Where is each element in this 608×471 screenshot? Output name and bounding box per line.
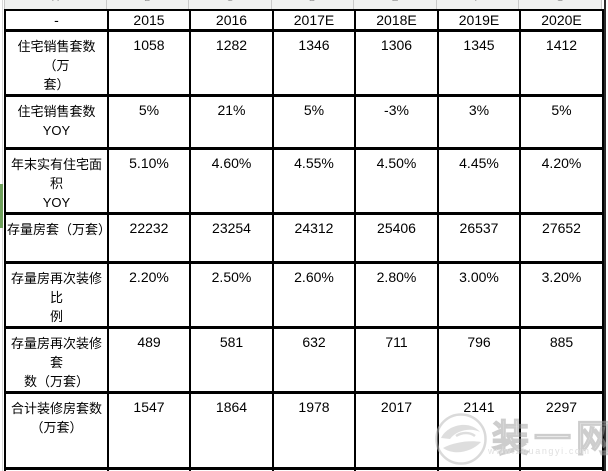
table-row: 存量房再次装修套 数（万套） 489 581 632 711 796 885: [4, 325, 604, 394]
value-cell[interactable]: 5%: [272, 93, 356, 150]
value-cell[interactable]: 4.45%: [437, 146, 521, 215]
value-cell[interactable]: 1346: [272, 28, 356, 97]
table-row: 存量房再次装修占 比 31.60% 31.20% 31.90% 35.30% 3…: [4, 466, 604, 471]
column-letter: F: [437, 0, 519, 9]
table-row: 住宅销售套数 YOY 5% 21% 5% -3% 3% 5%: [4, 93, 604, 150]
value-cell[interactable]: 37.20%: [437, 466, 521, 471]
table-row: 存量房再次装修比 例 2.20% 2.50% 2.60% 2.80% 3.00%…: [4, 260, 604, 329]
column-letter-label: A: [5, 0, 106, 6]
value-cell[interactable]: 2141: [437, 390, 521, 470]
table-row: 住宅销售套数（万 套） 1058 1282 1346 1306 1345 141…: [4, 28, 604, 97]
table-row: 合计装修房套数 （万套） 1547 1864 1978 2017 2141 22…: [4, 390, 604, 470]
value-cell[interactable]: 885: [519, 325, 604, 394]
row-label-cell[interactable]: 存量房再次装修占 比: [4, 466, 109, 471]
value-cell[interactable]: 25406: [354, 211, 439, 264]
value-cell[interactable]: 1864: [189, 390, 274, 470]
value-cell[interactable]: 3.00%: [437, 260, 521, 329]
column-letter: E: [354, 0, 437, 9]
value-cell[interactable]: 31.90%: [272, 466, 356, 471]
value-cell[interactable]: 31.60%: [107, 466, 191, 471]
value-cell[interactable]: 1306: [354, 28, 439, 97]
column-letter-label: C: [189, 0, 271, 6]
value-cell[interactable]: 4.50%: [354, 146, 439, 215]
value-cell[interactable]: 4.60%: [189, 146, 274, 215]
value-cell[interactable]: 632: [272, 325, 356, 394]
value-cell[interactable]: 1345: [437, 28, 521, 97]
header-cell-year[interactable]: 2019E: [437, 9, 521, 32]
column-letter-label: D: [272, 0, 353, 6]
column-letter: D: [272, 0, 354, 9]
value-cell[interactable]: 489: [107, 325, 191, 394]
value-cell[interactable]: 31.20%: [189, 466, 274, 471]
value-cell[interactable]: 2017: [354, 390, 439, 470]
row-label-cell[interactable]: 年末实有住宅面积 YOY: [4, 146, 109, 215]
value-cell[interactable]: -3%: [354, 93, 439, 150]
row-label-cell[interactable]: 合计装修房套数 （万套）: [4, 390, 109, 470]
column-letter: B: [107, 0, 189, 9]
value-cell[interactable]: 4.55%: [272, 146, 356, 215]
value-cell[interactable]: 24312: [272, 211, 356, 264]
value-cell[interactable]: 27652: [519, 211, 604, 264]
value-cell[interactable]: 2.50%: [189, 260, 274, 329]
header-cell-year[interactable]: 2018E: [354, 9, 439, 32]
column-letter: G: [519, 0, 602, 9]
row-label-cell[interactable]: 存量房再次装修套 数（万套）: [4, 325, 109, 394]
row-label-cell[interactable]: 住宅销售套数（万 套）: [4, 28, 109, 97]
value-cell[interactable]: 2.20%: [107, 260, 191, 329]
value-cell[interactable]: 2297: [519, 390, 604, 470]
column-letter: C: [189, 0, 272, 9]
value-cell[interactable]: 2.60%: [272, 260, 356, 329]
value-cell[interactable]: 22232: [107, 211, 191, 264]
value-cell[interactable]: 2.80%: [354, 260, 439, 329]
value-cell[interactable]: 5%: [107, 93, 191, 150]
data-table: - 2015 2016 2017E 2018E 2019E 2020E 住宅销售…: [4, 9, 604, 471]
value-cell[interactable]: 1978: [272, 390, 356, 470]
header-cell-year[interactable]: 2016: [189, 9, 274, 32]
value-cell[interactable]: 3.20%: [519, 260, 604, 329]
header-cell-year[interactable]: 2017E: [272, 9, 356, 32]
column-letter-label: F: [437, 0, 518, 6]
value-cell[interactable]: 1547: [107, 390, 191, 470]
value-cell[interactable]: 23254: [189, 211, 274, 264]
column-letter-label: E: [354, 0, 436, 6]
header-cell-year[interactable]: 2015: [107, 9, 191, 32]
value-cell[interactable]: 796: [437, 325, 521, 394]
value-cell[interactable]: 38.50%: [519, 466, 604, 471]
column-letter-label: G: [519, 0, 601, 6]
value-cell[interactable]: 21%: [189, 93, 274, 150]
column-letter-label: B: [107, 0, 188, 6]
value-cell[interactable]: 1282: [189, 28, 274, 97]
value-cell[interactable]: 26537: [437, 211, 521, 264]
table-row: 存量房套（万套） 22232 23254 24312 25406 26537 2…: [4, 211, 604, 264]
value-cell[interactable]: 711: [354, 325, 439, 394]
row-label-cell[interactable]: 住宅销售套数 YOY: [4, 93, 109, 150]
header-cell-dash[interactable]: -: [4, 9, 109, 32]
header-cell-year[interactable]: 2020E: [519, 9, 604, 32]
row-label-cell[interactable]: 存量房套（万套）: [4, 211, 109, 264]
column-letter-strip: A B C D E F G: [4, 0, 602, 9]
value-cell[interactable]: 35.30%: [354, 466, 439, 471]
table-row: 年末实有住宅面积 YOY 5.10% 4.60% 4.55% 4.50% 4.4…: [4, 146, 604, 215]
selection-marker: [0, 184, 3, 228]
value-cell[interactable]: 5.10%: [107, 146, 191, 215]
value-cell[interactable]: 1058: [107, 28, 191, 97]
column-letter: A: [4, 0, 107, 9]
table-header-row: - 2015 2016 2017E 2018E 2019E 2020E: [4, 9, 604, 32]
left-gridline: [2, 0, 3, 471]
crop-edge-line: [604, 0, 606, 471]
value-cell[interactable]: 4.20%: [519, 146, 604, 215]
value-cell[interactable]: 1412: [519, 28, 604, 97]
value-cell[interactable]: 3%: [437, 93, 521, 150]
row-label-cell[interactable]: 存量房再次装修比 例: [4, 260, 109, 329]
value-cell[interactable]: 581: [189, 325, 274, 394]
value-cell[interactable]: 5%: [519, 93, 604, 150]
